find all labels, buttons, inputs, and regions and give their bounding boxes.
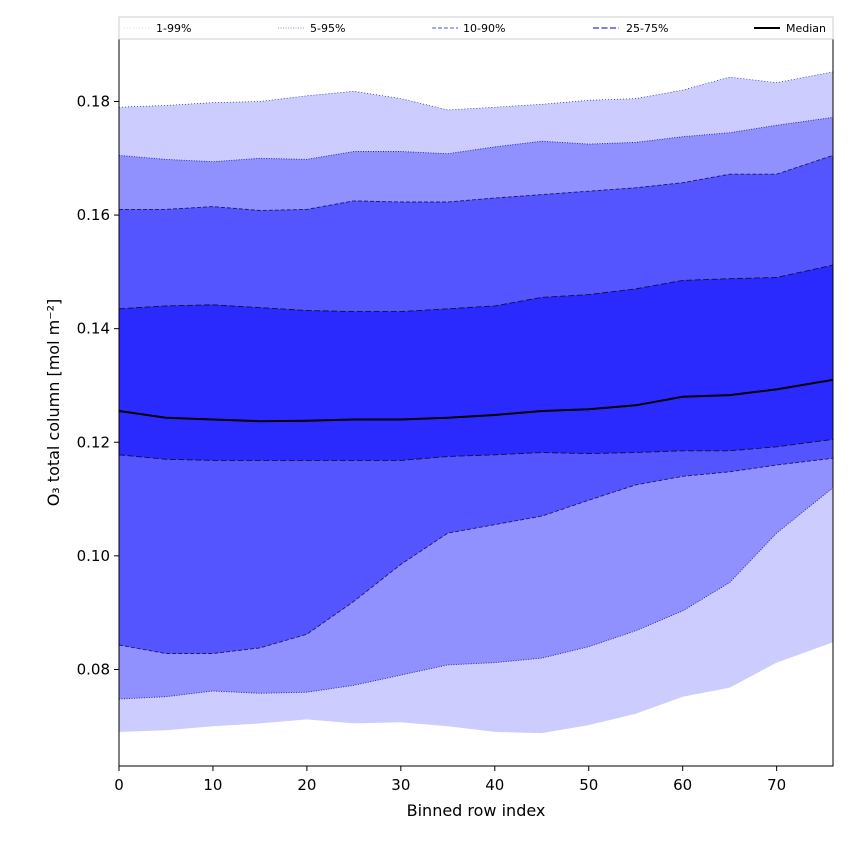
x-tick-label: 60 <box>673 776 692 794</box>
legend-label: 1-99% <box>156 22 191 35</box>
band-upper-line-1-99pct <box>118 71 834 111</box>
band-25-75pct <box>119 265 833 461</box>
y-tick-label: 0.14 <box>77 320 110 338</box>
band-upper-line-5-95pct <box>118 116 834 163</box>
band-boundaries <box>118 71 834 700</box>
legend-label: 5-95% <box>310 22 345 35</box>
x-axis-ticks: 0 10 20 30 40 50 60 70 <box>114 766 786 794</box>
band-upper-line-10-90pct <box>119 154 834 211</box>
y-tick-label: 0.12 <box>77 433 110 451</box>
x-tick-label: 10 <box>203 776 222 794</box>
band-lower-line-10-90pct <box>118 457 834 654</box>
y-tick-label: 0.10 <box>77 547 110 565</box>
legend-label: Median <box>786 22 826 35</box>
band-upper-line-25-75pct <box>118 264 834 313</box>
y-axis-label: O₃ total column [mol m⁻²] <box>44 299 63 507</box>
median-layer <box>118 378 834 423</box>
x-tick-label: 50 <box>579 776 598 794</box>
x-tick-label: 70 <box>767 776 786 794</box>
y-tick-label: 0.08 <box>77 660 110 678</box>
legend-label: 25-75% <box>626 22 668 35</box>
x-axis-label: Binned row index <box>407 801 546 820</box>
y-tick-label: 0.16 <box>77 206 110 224</box>
y-axis-ticks: 0.08 0.10 0.12 0.14 0.16 0.18 <box>77 92 119 678</box>
x-tick-label: 30 <box>391 776 410 794</box>
y-tick-label: 0.18 <box>77 92 110 110</box>
legend-label: 10-90% <box>463 22 505 35</box>
x-tick-label: 20 <box>297 776 316 794</box>
median-line <box>118 378 834 423</box>
legend: 1-99% 5-95% 10-90% 25-75% Median <box>118 16 834 40</box>
band-lower-line-25-75pct <box>118 438 834 461</box>
x-tick-label: 0 <box>114 776 124 794</box>
x-tick-label: 40 <box>485 776 504 794</box>
band-lower-line-5-95pct <box>118 487 834 700</box>
legend-box <box>118 16 834 40</box>
plot-area <box>119 71 833 734</box>
